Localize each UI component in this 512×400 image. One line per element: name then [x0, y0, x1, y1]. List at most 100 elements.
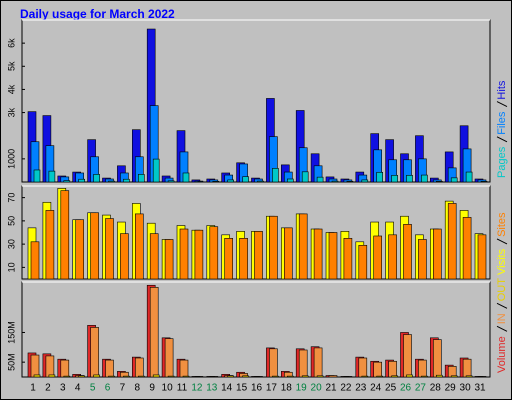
x-tick-label: 10 — [162, 383, 174, 394]
bar — [209, 376, 219, 378]
bar — [462, 217, 472, 280]
bar — [135, 213, 144, 280]
bar — [30, 241, 40, 280]
bar — [135, 357, 144, 378]
bar — [179, 359, 189, 378]
bar — [316, 375, 324, 378]
bar — [78, 178, 85, 183]
bar — [301, 375, 309, 378]
bar — [254, 231, 263, 280]
bar — [403, 224, 412, 280]
x-tick-label: 13 — [206, 383, 218, 394]
bar — [403, 334, 412, 378]
bar — [194, 229, 204, 280]
bar — [90, 212, 99, 280]
bar — [391, 174, 398, 183]
bar — [450, 177, 458, 183]
bar — [254, 376, 263, 378]
bar — [447, 203, 457, 280]
bar — [239, 238, 248, 280]
bar — [257, 180, 264, 183]
bar — [149, 287, 159, 378]
y-tick-label: 10 — [6, 262, 16, 272]
bar — [343, 238, 353, 280]
bar — [164, 239, 174, 280]
bar — [313, 347, 323, 378]
bar — [432, 339, 442, 378]
bar — [272, 168, 279, 183]
bar — [316, 176, 324, 183]
x-tick-label: 24 — [370, 383, 382, 394]
bar — [105, 359, 114, 378]
bar — [152, 374, 160, 378]
x-tick-label: 30 — [460, 383, 472, 394]
bar — [179, 228, 189, 280]
bar — [182, 375, 190, 378]
bar — [108, 180, 115, 183]
legend-entry: Hits — [496, 80, 508, 99]
bar — [465, 375, 473, 378]
y-tick-label: 150M — [6, 321, 16, 344]
legend-separator — [496, 238, 508, 245]
bar — [447, 366, 457, 378]
bar — [298, 213, 308, 280]
legend-entry: OUT — [496, 278, 508, 302]
x-tick-label: 21 — [325, 383, 337, 394]
bar — [224, 238, 233, 280]
bar — [212, 181, 220, 183]
bar — [138, 375, 145, 378]
legend-entry: IN — [496, 313, 508, 324]
bar — [286, 178, 294, 183]
bar — [283, 227, 293, 280]
bar — [45, 210, 55, 280]
legend-separator — [496, 136, 508, 143]
bar — [48, 170, 56, 183]
x-tick-label: 15 — [236, 383, 248, 394]
y-tick-label: 50 — [6, 216, 16, 226]
x-tick-label: 11 — [177, 383, 188, 394]
bar — [450, 375, 458, 378]
y-tick-label: 50M — [6, 353, 16, 371]
legend-separator — [496, 101, 508, 108]
bar — [75, 219, 84, 280]
bar — [391, 375, 398, 378]
bar — [30, 354, 40, 378]
bar — [60, 190, 70, 280]
bar — [361, 179, 369, 183]
bar — [269, 215, 278, 280]
bar — [269, 348, 278, 378]
bar — [418, 239, 427, 280]
x-tick-label: 9 — [149, 383, 155, 394]
legend-entry: Visits — [496, 248, 508, 275]
x-tick-label: 8 — [135, 383, 141, 394]
x-tick-label: 5 — [90, 383, 96, 394]
legend: Pages Files Hits — [496, 80, 508, 178]
bar — [421, 375, 428, 378]
bar — [421, 174, 428, 183]
x-tick-label: 28 — [430, 383, 442, 394]
bar — [138, 174, 145, 183]
bar — [358, 357, 368, 378]
x-tick-label: 20 — [311, 383, 323, 394]
y-tick-label: 4k — [6, 84, 16, 94]
bar — [78, 375, 85, 378]
bar — [164, 338, 174, 378]
bar — [93, 174, 100, 183]
bar — [93, 374, 100, 378]
bar — [432, 228, 442, 280]
bar — [298, 349, 308, 378]
bar — [90, 327, 99, 378]
y-tick-label: 1000 — [6, 149, 16, 169]
legend-entry: Sites — [496, 212, 508, 237]
x-tick-label: 12 — [191, 383, 203, 394]
panel — [21, 19, 491, 183]
panel — [21, 281, 491, 378]
bar — [63, 375, 71, 378]
bar — [331, 180, 339, 183]
bar — [328, 375, 338, 378]
bar — [33, 374, 41, 378]
legend: Visits Sites — [496, 212, 508, 275]
bar — [194, 376, 204, 378]
bar — [108, 375, 115, 378]
